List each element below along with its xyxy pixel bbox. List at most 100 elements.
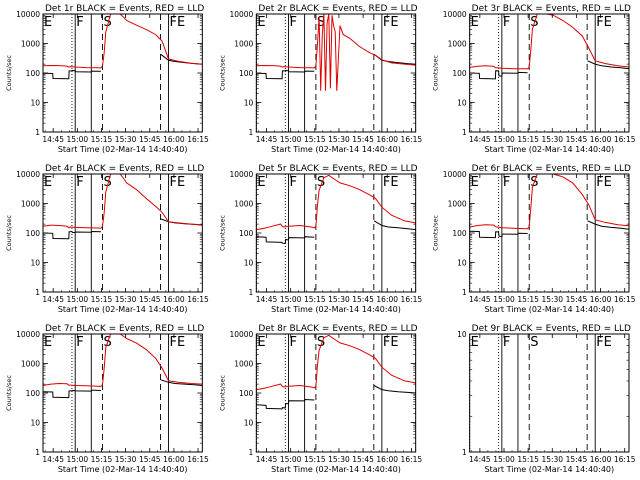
y-tick-label: 10: [457, 99, 467, 108]
marker-label: E: [471, 175, 479, 190]
events-series-line: [469, 70, 528, 80]
y-axis-label: Counts/sec: [218, 375, 226, 411]
y-tick-label: 10000: [443, 10, 467, 19]
panel-title: Det 1r BLACK = Events, RED = LLD: [45, 4, 204, 14]
y-tick-label: 10: [457, 330, 467, 339]
y-tick-label: 10: [30, 99, 40, 108]
x-tick-label: 14:45: [469, 135, 491, 144]
marker-label: FE: [170, 335, 186, 350]
x-tick-label: 15:15: [91, 455, 113, 464]
y-axis-label: Counts/sec: [218, 215, 226, 251]
x-tick-label: 14:45: [42, 135, 64, 144]
x-tick-label: 15:45: [566, 135, 588, 144]
x-tick-label: 16:15: [187, 455, 209, 464]
events-series-line: [160, 379, 203, 386]
x-axis-label: Start Time (02-Mar-14 14:40:40): [271, 305, 401, 314]
x-tick-label: 15:30: [328, 295, 350, 304]
y-tick-label: 10: [244, 419, 254, 428]
marker-label: S: [104, 15, 112, 30]
y-tick-label: 100: [26, 229, 41, 238]
x-tick-label: 16:15: [401, 295, 423, 304]
x-tick-label: 16:15: [187, 135, 209, 144]
lld-series-line: [43, 334, 203, 387]
x-axis-label: Start Time (02-Mar-14 14:40:40): [58, 145, 188, 154]
events-series-line: [43, 389, 101, 399]
x-tick-label: 15:45: [566, 455, 588, 464]
plot-frame: [42, 13, 203, 133]
x-tick-label: 14:45: [42, 295, 64, 304]
marker-label: F: [290, 335, 297, 350]
y-tick-label: 1: [249, 128, 254, 137]
events-series-line: [43, 69, 101, 80]
x-tick-label: 16:00: [590, 135, 612, 144]
marker-label: F: [290, 175, 297, 190]
marker-label: FE: [596, 15, 612, 30]
marker-label: E: [471, 335, 479, 350]
y-tick-label: 1000: [234, 200, 253, 209]
marker-label: F: [76, 15, 83, 30]
x-axis-label: Start Time (02-Mar-14 14:40:40): [271, 145, 401, 154]
x-tick-label: 15:00: [493, 455, 515, 464]
marker-label: F: [290, 15, 297, 30]
marker-label: F: [76, 335, 83, 350]
x-tick-label: 15:15: [304, 455, 326, 464]
y-tick-label: 10: [30, 419, 40, 428]
x-tick-label: 16:15: [401, 455, 423, 464]
panel-det-8: E F S FE 1 10 100 1000 10000 14:45 15:00 15:15 15:30…: [218, 324, 422, 474]
y-axis-label: Counts/sec: [5, 215, 13, 251]
x-tick-label: 15:00: [493, 295, 515, 304]
y-tick-label: 1: [35, 448, 40, 457]
marker-label: F: [503, 15, 510, 30]
y-tick-label: 10000: [229, 330, 253, 339]
x-tick-label: 15:45: [139, 455, 161, 464]
x-tick-label: 16:00: [590, 455, 612, 464]
x-axis-label: Start Time (02-Mar-14 14:40:40): [485, 465, 615, 474]
x-tick-label: 15:15: [91, 135, 113, 144]
x-tick-label: 14:45: [256, 295, 278, 304]
y-tick-label: 10: [244, 99, 254, 108]
x-tick-label: 15:45: [139, 135, 161, 144]
x-tick-label: 15:30: [328, 455, 350, 464]
events-series-line: [256, 398, 315, 410]
plot-frame: [469, 173, 630, 293]
x-tick-label: 14:45: [469, 295, 491, 304]
lld-series-line: [256, 334, 416, 391]
lld-series-line: [43, 14, 203, 69]
x-tick-label: 16:15: [187, 295, 209, 304]
panel-title: Det 7r BLACK = Events, RED = LLD: [45, 324, 204, 334]
panel-det-1: E F S FE 1 10 100 1000 10000 14:45 15:00 15:15 15:30…: [5, 4, 209, 154]
x-tick-label: 15:30: [115, 135, 137, 144]
panel-title: Det 3r BLACK = Events, RED = LLD: [472, 4, 631, 14]
y-tick-label: 1000: [234, 360, 253, 369]
events-series-line: [373, 385, 416, 394]
lld-series-line: [469, 14, 629, 70]
lld-series-line: [256, 174, 416, 231]
x-tick-label: 16:00: [163, 455, 185, 464]
y-tick-label: 10: [30, 259, 40, 268]
x-tick-label: 15:30: [541, 295, 563, 304]
y-tick-label: 10000: [16, 10, 40, 19]
y-tick-label: 1: [35, 128, 40, 137]
y-tick-label: 10: [244, 259, 254, 268]
x-tick-label: 15:45: [566, 295, 588, 304]
panel-title: Det 2r BLACK = Events, RED = LLD: [258, 4, 417, 14]
y-axis-label: Counts/sec: [5, 55, 13, 91]
panel-det-4: E F S FE 1 10 100 1000 10000 14:45 15:00 15:15 15:30…: [5, 164, 209, 314]
plot-frame: [42, 173, 203, 293]
panel-title: Det 4r BLACK = Events, RED = LLD: [45, 164, 204, 174]
y-tick-label: 100: [239, 389, 254, 398]
y-tick-label: 1: [249, 288, 254, 297]
x-tick-label: 14:45: [469, 455, 491, 464]
panel-title: Det 6r BLACK = Events, RED = LLD: [472, 164, 631, 174]
panel-title: Det 5r BLACK = Events, RED = LLD: [258, 164, 417, 174]
y-tick-label: 10000: [16, 330, 40, 339]
x-axis-label: Start Time (02-Mar-14 14:40:40): [271, 465, 401, 474]
x-axis-label: Start Time (02-Mar-14 14:40:40): [485, 305, 615, 314]
x-tick-label: 15:00: [67, 135, 89, 144]
x-tick-label: 15:45: [352, 135, 374, 144]
marker-label: FE: [596, 335, 612, 350]
marker-label: E: [44, 335, 52, 350]
